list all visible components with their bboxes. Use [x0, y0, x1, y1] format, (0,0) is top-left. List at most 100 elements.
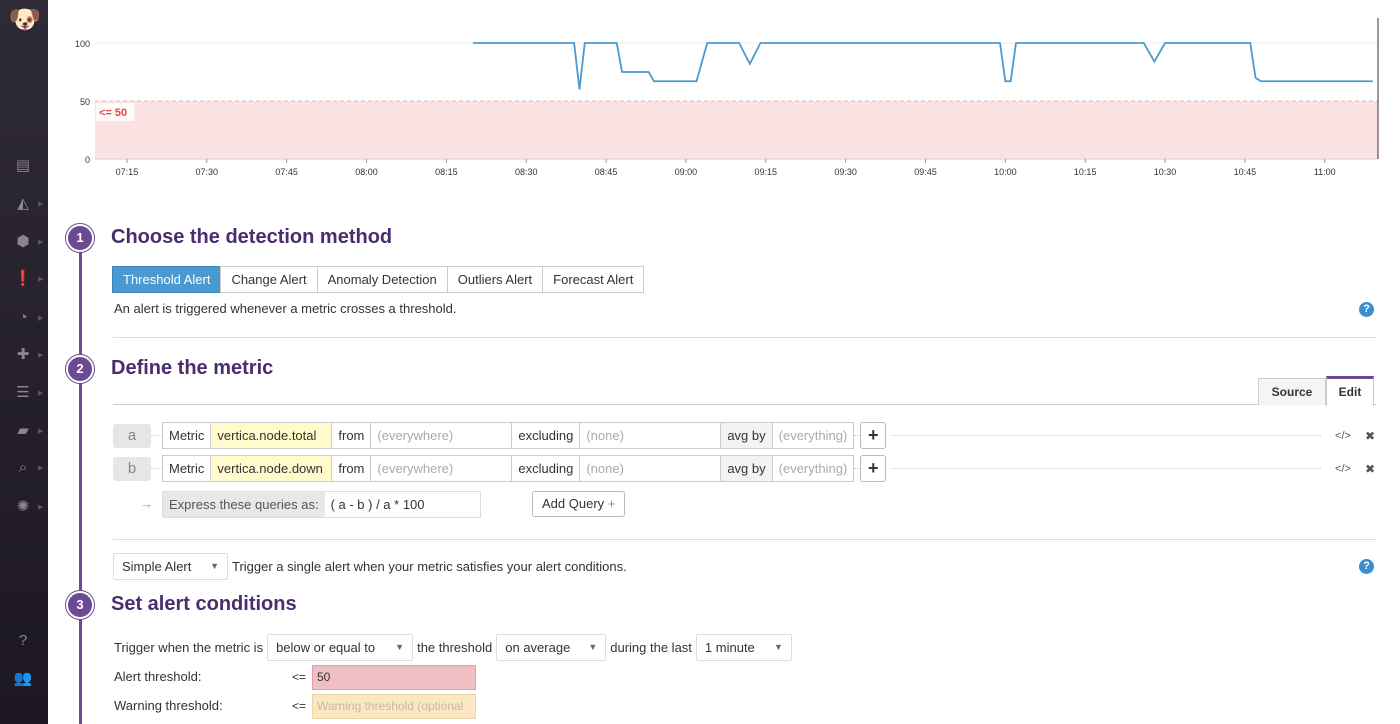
tab-forecast-alert[interactable]: Forecast Alert [542, 266, 645, 293]
plugins-puzzle-icon[interactable]: ✚ [16, 346, 30, 363]
tab-source[interactable]: Source [1258, 378, 1326, 405]
query-row-b: Metric vertica.node.down from (everywher… [162, 455, 855, 482]
remove-query-icon[interactable]: ✖ [1364, 461, 1375, 476]
window-select[interactable]: 1 minute ▼ [695, 634, 792, 661]
chevron-right-icon: ▶ [38, 239, 44, 246]
section-title: Choose the detection method [111, 226, 393, 248]
x-tick-label: 08:30 [515, 167, 538, 177]
y-tick-label: 0 [85, 155, 90, 165]
tab-edit[interactable]: Edit [1326, 376, 1374, 406]
add-query-label: Add Query [542, 496, 605, 511]
alert-type-description: Trigger a single alert when your metric … [232, 559, 627, 574]
connector [854, 468, 861, 469]
add-function-button[interactable]: + [860, 422, 887, 449]
help-icon[interactable]: ? [1359, 302, 1374, 317]
caret-down-icon: ▼ [210, 561, 219, 571]
x-tick-label: 08:00 [355, 167, 378, 177]
divider [113, 337, 1376, 338]
aggregation-select[interactable]: on average ▼ [496, 634, 607, 661]
y-tick-label: 100 [75, 39, 90, 49]
connector [892, 435, 1322, 436]
help-icon[interactable]: ? [18, 632, 28, 649]
excluding-input[interactable]: (none) [580, 423, 722, 448]
section-title: Set alert conditions [111, 593, 297, 615]
metric-chart: <= 50 0 50 100 07:15 07:30 07:45 08:00 08:15 08:3… [75, 18, 1379, 177]
excluding-label: excluding [512, 423, 581, 448]
alert-type-select[interactable]: Simple Alert ▼ [113, 553, 228, 580]
window-value: 1 minute [704, 640, 755, 655]
chevron-right-icon: ▶ [38, 352, 44, 359]
warning-threshold-label: Warning threshold: [114, 698, 223, 713]
metric-input[interactable]: vertica.node.down [211, 456, 333, 481]
code-icon[interactable]: </> [1335, 429, 1351, 442]
connector [151, 468, 162, 469]
chevron-right-icon: ▶ [38, 428, 44, 435]
from-input[interactable]: (everywhere) [371, 456, 513, 481]
warning-threshold-input[interactable]: Warning threshold (optional [312, 694, 476, 719]
x-tick-label: 09:15 [755, 167, 778, 177]
threshold-label: the threshold [417, 640, 493, 655]
avg-by-label: avg by [721, 456, 773, 481]
query-line-a: a Metric vertica.node.total from (everyw… [113, 422, 1375, 449]
chevron-right-icon: ▶ [38, 201, 44, 208]
metric-input[interactable]: vertica.node.total [211, 423, 333, 448]
caret-down-icon: ▼ [588, 642, 598, 652]
security-gear-icon[interactable]: ✺ [16, 498, 30, 515]
alert-threshold-input[interactable]: 50 [312, 665, 476, 690]
metric-label: Metric [163, 423, 212, 448]
query-line-b: b Metric vertica.node.down from (everywh… [113, 455, 1375, 482]
tab-change-alert[interactable]: Change Alert [220, 266, 318, 293]
query-row-a: Metric vertica.node.total from (everywhe… [162, 422, 855, 449]
comparison-select[interactable]: below or equal to ▼ [267, 634, 414, 661]
formula-input[interactable]: ( a - b ) / a * 100 [330, 497, 425, 512]
alert-threshold-label: Alert threshold: [114, 669, 202, 684]
from-label: from [332, 456, 372, 481]
apm-gauge-icon[interactable]: ◔ [18, 309, 28, 326]
tab-anomaly-detection[interactable]: Anomaly Detection [316, 266, 448, 293]
dashboard-list-icon[interactable]: ▤ [15, 157, 31, 174]
chevron-right-icon: ▶ [38, 315, 44, 322]
monitors-alert-icon[interactable]: ❗ [13, 270, 33, 287]
add-query-button[interactable]: Add Query + [532, 491, 626, 517]
threshold-band [95, 101, 1378, 159]
excluding-input[interactable]: (none) [580, 456, 722, 481]
avg-by-label: avg by [721, 423, 773, 448]
tab-threshold-alert[interactable]: Threshold Alert [112, 266, 222, 293]
x-tick-label: 09:00 [675, 167, 698, 177]
warning-operator: <= [292, 699, 307, 713]
metrics-graph-icon[interactable]: ◭ [17, 195, 29, 212]
alert-operator: <= [292, 670, 307, 684]
avg-by-input[interactable]: (everything) [778, 461, 848, 476]
add-function-button[interactable]: + [860, 455, 887, 482]
help-icon[interactable]: ? [1359, 559, 1374, 574]
chevron-right-icon: ▶ [38, 504, 44, 511]
x-tick-label: 07:15 [116, 167, 139, 177]
trigger-label: Trigger when the metric is [114, 640, 264, 655]
divider [113, 539, 1376, 540]
from-input[interactable]: (everywhere) [371, 423, 513, 448]
chevron-right-icon: ▶ [38, 390, 44, 397]
logo-dog-icon[interactable]: 🐶 [8, 4, 42, 34]
step-number: 3 [66, 591, 94, 619]
caret-down-icon: ▼ [395, 642, 405, 652]
y-tick-label: 50 [80, 97, 90, 107]
comparison-value: below or equal to [276, 640, 376, 655]
series-line [472, 42, 1373, 90]
step-number: 2 [66, 355, 94, 383]
x-tick-label: 11:00 [1314, 167, 1336, 177]
integrations-hex-icon[interactable]: ⬢ [16, 233, 30, 250]
x-tick-label: 07:45 [275, 167, 298, 177]
search-list-icon[interactable]: ⌕ [18, 459, 28, 476]
aggregation-value: on average [505, 640, 571, 655]
code-icon[interactable]: </> [1335, 462, 1351, 475]
x-tick-label: 09:30 [834, 167, 857, 177]
avg-by-input[interactable]: (everything) [778, 428, 848, 443]
tab-outliers-alert[interactable]: Outliers Alert [446, 266, 544, 293]
remove-query-icon[interactable]: ✖ [1364, 428, 1375, 443]
arrow-right-icon: → [140, 496, 153, 511]
from-label: from [332, 423, 372, 448]
notebook-icon[interactable]: ▰ [17, 422, 29, 439]
logs-filter-icon[interactable]: ☰ [16, 384, 30, 401]
team-users-icon[interactable]: 👥 [13, 670, 33, 687]
sidebar: 🐶 ▤ ◭ ▶ ⬢ ▶ ❗ ▶ ◔ ▶ ✚ ▶ ☰ ▶ ▰ ▶ ⌕ ▶ ✺ ▶ ? 👥 [0, 0, 48, 724]
